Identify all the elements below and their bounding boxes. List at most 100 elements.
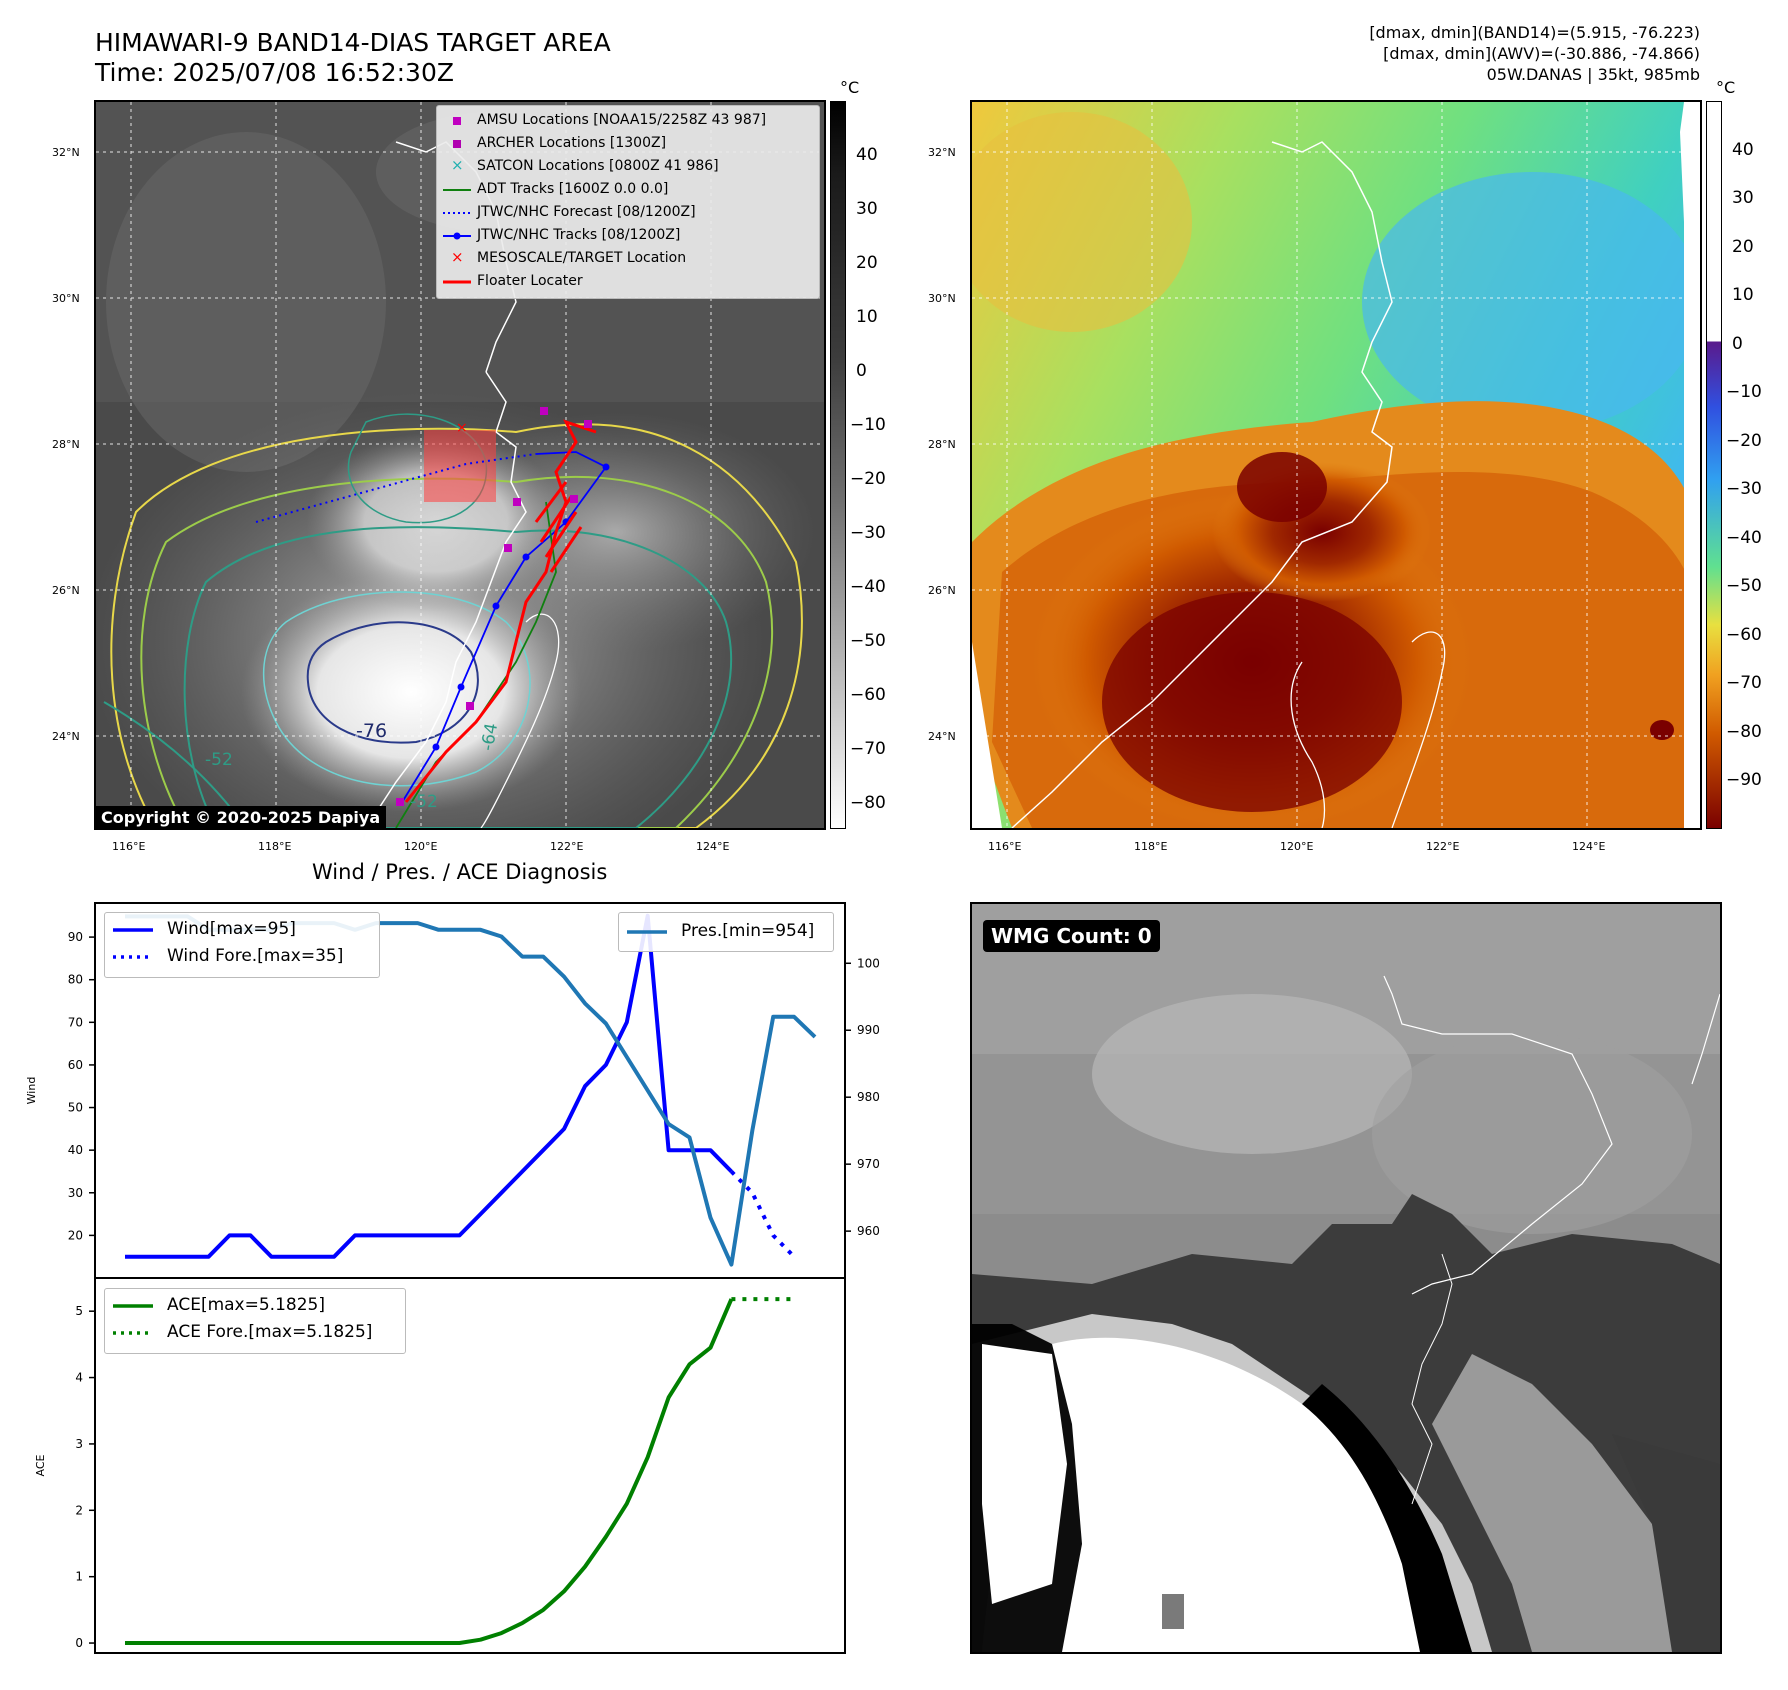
- ace-ytick-label: 5: [75, 1304, 83, 1318]
- wind-ytick-label: 60: [68, 1058, 83, 1072]
- pressure-legend: Pres.[min=954]: [618, 912, 834, 952]
- awv-colorbar: [1706, 101, 1722, 829]
- pressure-ytick-label: 1000: [857, 956, 880, 970]
- lat-label-28: 28°N: [52, 438, 80, 451]
- legend-item-satcon: SATCON Locations [0800Z 41 986]: [477, 158, 719, 174]
- lon-label-116: 116°E: [112, 840, 146, 853]
- awv-tick-30: 30: [1732, 188, 1754, 208]
- awv-lat-label-26: 26°N: [928, 584, 956, 597]
- svg-text:×: ×: [451, 156, 464, 174]
- ir-tick-m10: −10: [850, 415, 886, 435]
- lon-label-122: 122°E: [550, 840, 584, 853]
- ir-tick-m60: −60: [850, 685, 886, 705]
- awv-tick-m90: −90: [1726, 770, 1762, 790]
- awv-tick-20: 20: [1732, 237, 1754, 257]
- awv-lat-label-24: 24°N: [928, 730, 956, 743]
- ace-legend: ACE[max=5.1825] ACE Fore.[max=5.1825]: [104, 1288, 406, 1354]
- ace-series-line-0: [125, 1298, 734, 1645]
- awv-lat-label-32: 32°N: [928, 146, 956, 159]
- pressure-ytick-label: 980: [857, 1090, 880, 1104]
- title-line-1: HIMAWARI-9 BAND14-DIAS TARGET AREA: [95, 28, 611, 57]
- legend-item-target: MESOSCALE/TARGET Location: [477, 250, 687, 266]
- awv-lat-label-28: 28°N: [928, 438, 956, 451]
- diagnosis-title: Wind / Pres. / ACE Diagnosis: [312, 860, 608, 884]
- awv-tick-40: 40: [1732, 140, 1754, 160]
- wind-ytick-label: 30: [68, 1186, 83, 1200]
- map-legend: AMSU Locations [NOAA15/2258Z 43 987] ARC…: [436, 105, 820, 299]
- lat-label-30: 30°N: [52, 292, 80, 305]
- awv-lon-label-122: 122°E: [1426, 840, 1460, 853]
- wind-ytick-label: 50: [68, 1101, 83, 1115]
- wind-legend-markers: [113, 928, 153, 959]
- series-line-1: [729, 1170, 796, 1259]
- pressure-ytick-label: 970: [857, 1157, 880, 1171]
- legend-markers: × ×: [443, 117, 471, 284]
- awv-tick-m70: −70: [1726, 673, 1762, 693]
- ace-ytick-label: 4: [75, 1371, 83, 1385]
- svg-text:×: ×: [456, 420, 468, 436]
- stats-line-1: [dmax, dmin](BAND14)=(5.915, -76.223): [1369, 23, 1700, 42]
- wind-ytick-label: 70: [68, 1015, 83, 1029]
- series-line-0: [125, 913, 733, 1259]
- ir-tick-m80: −80: [850, 793, 886, 813]
- ir-colorbar-unit: °C: [840, 78, 860, 97]
- stats-line-2: [dmax, dmin](AWV)=(-30.886, -74.866): [1383, 44, 1700, 63]
- awv-lon-label-116: 116°E: [988, 840, 1022, 853]
- ace-ytick-label: 0: [75, 1636, 83, 1650]
- pressure-ytick-label: 990: [857, 1023, 880, 1037]
- wind-ytick-label: 20: [68, 1228, 83, 1242]
- stats-line-3: 05W.DANAS | 35kt, 985mb: [1486, 65, 1700, 84]
- ace-axis-label: ACE: [34, 1454, 47, 1476]
- awv-tick-m20: −20: [1726, 431, 1762, 451]
- lat-label-32: 32°N: [52, 146, 80, 159]
- awv-lat-label-30: 30°N: [928, 292, 956, 305]
- ir-tick-40: 40: [856, 145, 878, 165]
- ir-colorbar: [830, 101, 846, 829]
- legend-item-floater: Floater Locater: [477, 273, 583, 289]
- ace-ytick-label: 3: [75, 1437, 83, 1451]
- awv-lon-label-120: 120°E: [1280, 840, 1314, 853]
- awv-tick-m50: −50: [1726, 576, 1762, 596]
- ir-tick-m70: −70: [850, 739, 886, 759]
- legend-item-tracks: JTWC/NHC Tracks [08/1200Z]: [477, 227, 681, 243]
- awv-tick-m10: −10: [1726, 382, 1762, 402]
- ir-tick-m50: −50: [850, 631, 886, 651]
- contour-label-1: -76: [356, 720, 388, 742]
- title-line-2: Time: 2025/07/08 16:52:30Z: [95, 58, 454, 87]
- legend-item-forecast: JTWC/NHC Forecast [08/1200Z]: [477, 204, 696, 220]
- copyright-badge: Copyright © 2020-2025 Dapiya: [95, 806, 387, 829]
- awv-colorbar-unit: °C: [1716, 78, 1736, 97]
- lat-label-26: 26°N: [52, 584, 80, 597]
- legend-ace-forecast: ACE Fore.[max=5.1825]: [167, 1322, 373, 1342]
- contour-label-3: -52: [205, 750, 233, 770]
- awv-tick-m30: −30: [1726, 479, 1762, 499]
- wind-ytick-label: 80: [68, 973, 83, 987]
- wind-ytick-label: 90: [68, 930, 83, 944]
- svg-text:×: ×: [451, 248, 464, 266]
- wmg-panel: [970, 902, 1722, 1654]
- legend-item-adt: ADT Tracks [1600Z 0.0 0.0]: [477, 181, 669, 197]
- wind-legend: Wind[max=95] Wind Fore.[max=35]: [104, 912, 380, 978]
- awv-tick-m80: −80: [1726, 722, 1762, 742]
- legend-item-amsu: AMSU Locations [NOAA15/2258Z 43 987]: [477, 112, 767, 128]
- contour-label-4: -52: [410, 792, 438, 812]
- ace-ytick-label: 2: [75, 1503, 83, 1517]
- ir-tick-30: 30: [856, 199, 878, 219]
- awv-map-panel: [970, 100, 1702, 830]
- ir-tick-m40: −40: [850, 577, 886, 597]
- wind-pressure-chart: 20304050607080909609709809901000WindPres…: [25, 902, 880, 1654]
- ace-legend-markers: [113, 1304, 153, 1335]
- pressure-ytick-label: 960: [857, 1224, 880, 1238]
- stats-header: [dmax, dmin](BAND14)=(5.915, -76.223) [d…: [1369, 22, 1700, 85]
- ace-ytick-label: 1: [75, 1570, 83, 1584]
- pressure-legend-marker: [627, 930, 667, 934]
- lon-label-120: 120°E: [404, 840, 438, 853]
- lat-label-24: 24°N: [52, 730, 80, 743]
- ir-tick-0: 0: [856, 361, 867, 381]
- awv-tick-m40: −40: [1726, 528, 1762, 548]
- ir-tick-m20: −20: [850, 469, 886, 489]
- wmg-count-badge: WMG Count: 0: [983, 920, 1160, 952]
- lon-label-118: 118°E: [258, 840, 292, 853]
- wind-axis-label: Wind: [25, 1077, 38, 1105]
- wind-ytick-label: 40: [68, 1143, 83, 1157]
